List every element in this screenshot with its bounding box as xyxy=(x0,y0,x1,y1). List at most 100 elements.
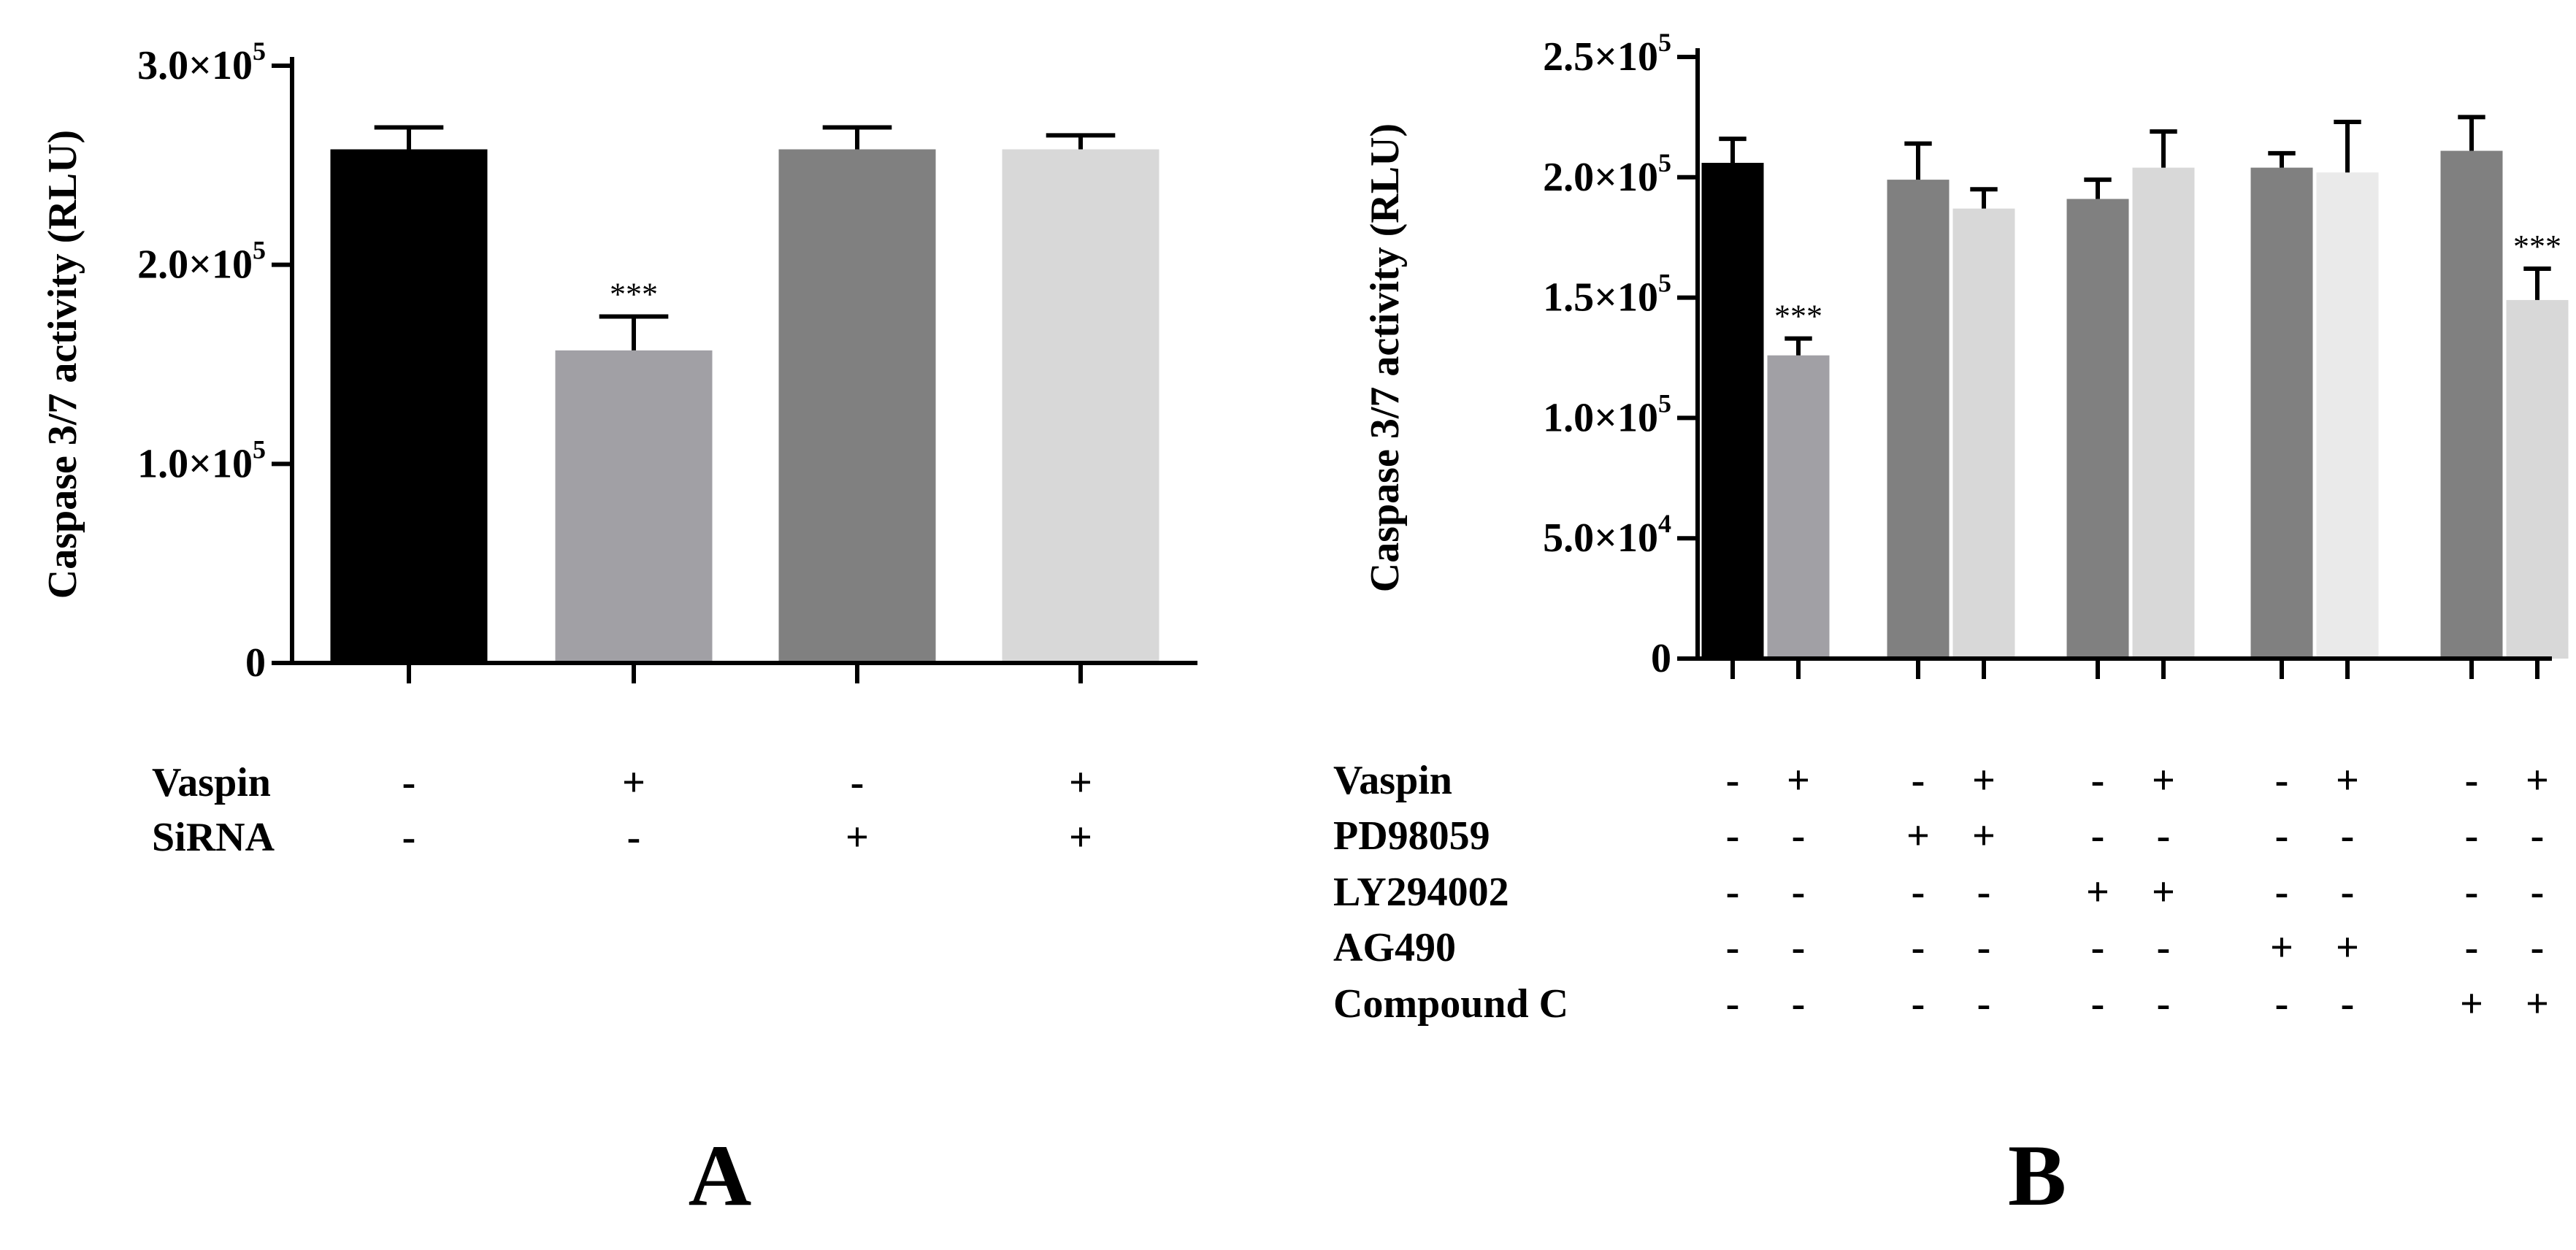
y-tick-label: 5.0×104 xyxy=(1543,509,1671,561)
significance-label: *** xyxy=(2513,229,2561,264)
condition-label: SiRNA xyxy=(152,815,275,860)
condition-sign: - xyxy=(851,760,865,805)
y-tick-label: 1.0×105 xyxy=(137,434,266,486)
condition-sign: - xyxy=(402,760,416,805)
significance-label: *** xyxy=(1774,299,1822,334)
y-tick-label: 0 xyxy=(245,640,266,686)
condition-sign: - xyxy=(2275,870,2289,915)
condition-label: Compound C xyxy=(1333,981,1568,1027)
condition-sign: - xyxy=(2531,870,2545,915)
y-axis-label: Caspase 3/7 activity (RLU) xyxy=(1362,123,1408,592)
condition-label: PD98059 xyxy=(1333,813,1490,859)
y-tick-exponent: 5 xyxy=(253,434,266,464)
condition-sign: - xyxy=(2465,813,2479,859)
condition-sign: + xyxy=(1069,815,1092,860)
y-tick-label: 2.0×105 xyxy=(1543,148,1671,200)
y-tick-label: 2.5×105 xyxy=(1543,28,1671,80)
y-tick-label: 1.5×105 xyxy=(1543,269,1671,321)
condition-sign: - xyxy=(1912,925,1925,970)
condition-sign: + xyxy=(2460,981,2483,1027)
condition-sign: - xyxy=(1726,925,1740,970)
condition-sign: - xyxy=(627,815,641,860)
condition-sign: + xyxy=(2336,925,2359,970)
condition-sign: + xyxy=(622,760,645,805)
condition-sign: - xyxy=(2157,925,2171,970)
bar xyxy=(778,149,936,663)
condition-sign: - xyxy=(2157,981,2171,1027)
condition-sign: - xyxy=(2465,870,2479,915)
panel-letter: B xyxy=(2008,1127,2066,1224)
condition-sign: - xyxy=(1912,870,1925,915)
bar xyxy=(1002,149,1159,663)
bar xyxy=(1887,180,1950,659)
y-tick-label: 0 xyxy=(1651,636,1671,681)
condition-sign: - xyxy=(2091,925,2105,970)
y-tick-exponent: 5 xyxy=(253,236,266,265)
condition-sign: - xyxy=(1726,758,1740,803)
condition-sign: + xyxy=(2526,981,2549,1027)
condition-sign: - xyxy=(2341,813,2355,859)
condition-sign: - xyxy=(2275,981,2289,1027)
condition-sign: - xyxy=(2531,813,2545,859)
condition-sign: - xyxy=(1912,981,1925,1027)
bar xyxy=(2066,199,2129,659)
bar xyxy=(2132,167,2195,659)
condition-sign: - xyxy=(2341,870,2355,915)
bar xyxy=(2316,172,2379,659)
condition-sign: + xyxy=(1906,813,1930,859)
condition-label: Vaspin xyxy=(152,760,271,805)
condition-sign: - xyxy=(1792,981,1806,1027)
y-tick-exponent: 5 xyxy=(1658,148,1671,177)
bar xyxy=(330,149,488,663)
condition-sign: - xyxy=(1726,981,1740,1027)
y-tick-label: 2.0×105 xyxy=(137,236,266,288)
bar xyxy=(2250,167,2313,659)
condition-sign: - xyxy=(2341,981,2355,1027)
panel-a: *** 0 1.0×105 2.0×105 3.0×105 Caspase 3/7 act… xyxy=(40,37,1197,1224)
condition-sign: - xyxy=(2275,813,2289,859)
condition-sign: + xyxy=(2152,758,2175,803)
y-tick-exponent: 5 xyxy=(1658,388,1671,418)
condition-sign: - xyxy=(2091,981,2105,1027)
condition-sign: + xyxy=(846,815,869,860)
condition-sign: - xyxy=(1726,870,1740,915)
condition-sign: - xyxy=(2465,925,2479,970)
condition-label: LY294002 xyxy=(1333,870,1509,915)
bar xyxy=(1952,208,2015,659)
panel-letter: A xyxy=(689,1127,752,1224)
y-tick-exponent: 5 xyxy=(1658,269,1671,298)
condition-sign: + xyxy=(1787,758,1810,803)
condition-sign: + xyxy=(2270,925,2293,970)
condition-sign: - xyxy=(2091,758,2105,803)
y-axis-label: Caspase 3/7 activity (RLU) xyxy=(40,130,85,599)
condition-sign: - xyxy=(2091,813,2105,859)
condition-sign: - xyxy=(1977,870,1991,915)
y-tick-exponent: 5 xyxy=(253,37,266,66)
bar xyxy=(555,350,713,663)
condition-sign: - xyxy=(1792,870,1806,915)
bar xyxy=(2440,150,2503,659)
condition-sign: - xyxy=(2157,813,2171,859)
y-tick-label: 1.0×105 xyxy=(1543,388,1671,440)
condition-sign: - xyxy=(1977,925,1991,970)
significance-label: *** xyxy=(610,277,658,312)
condition-sign: + xyxy=(2152,870,2175,915)
condition-sign: - xyxy=(402,815,416,860)
condition-sign: - xyxy=(1792,813,1806,859)
condition-sign: - xyxy=(1977,981,1991,1027)
bar xyxy=(1767,355,1830,659)
y-tick-exponent: 4 xyxy=(1658,509,1671,538)
condition-sign: - xyxy=(2531,925,2545,970)
condition-sign: + xyxy=(1069,760,1092,805)
condition-sign: + xyxy=(2526,758,2549,803)
condition-sign: - xyxy=(1726,813,1740,859)
condition-sign: + xyxy=(1972,758,1996,803)
bar xyxy=(1701,163,1764,659)
y-tick-exponent: 5 xyxy=(1658,28,1671,57)
condition-sign: + xyxy=(1972,813,1996,859)
condition-sign: - xyxy=(1792,925,1806,970)
condition-label: AG490 xyxy=(1333,925,1456,970)
y-tick-label: 3.0×105 xyxy=(137,37,266,88)
panel-b: *** *** 0 5.0×104 1.0×105 1.5×105 2.0×105 2.5×1… xyxy=(1333,28,2569,1224)
